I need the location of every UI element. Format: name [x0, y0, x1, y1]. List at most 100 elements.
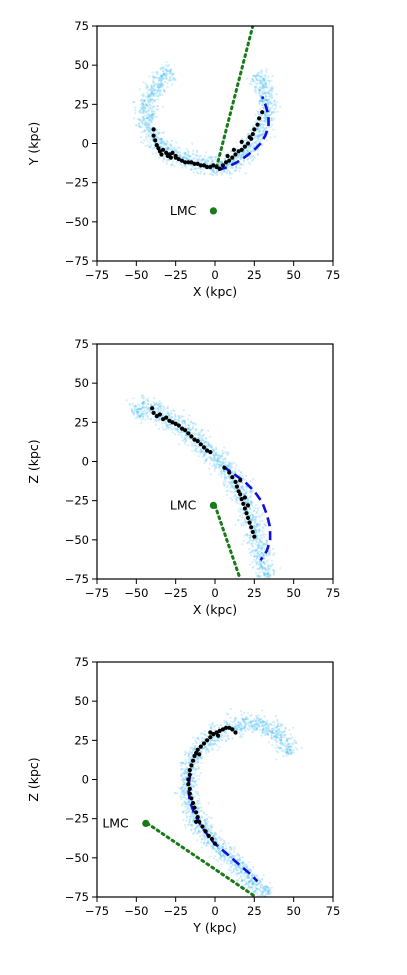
- stream-particle: [203, 819, 206, 822]
- member-star: [187, 772, 192, 777]
- stream-particle: [152, 93, 155, 97]
- stream-particle: [258, 725, 261, 729]
- stream-particle: [187, 153, 190, 156]
- stream-particle: [259, 123, 262, 126]
- stream-particle: [211, 744, 214, 747]
- stream-particle: [254, 519, 257, 523]
- stream-particle: [231, 166, 234, 169]
- stream-particle: [220, 723, 223, 726]
- stream-particle: [157, 402, 161, 405]
- y-tick-label: 50: [74, 694, 89, 708]
- stream-particle: [189, 441, 192, 444]
- stream-particle: [147, 144, 150, 147]
- stream-particle: [212, 450, 215, 453]
- stream-particle: [244, 492, 247, 495]
- stream-particle: [140, 136, 143, 139]
- stream-particle: [266, 722, 269, 725]
- stream-particle: [186, 801, 189, 804]
- stream-particle: [228, 463, 231, 466]
- stream-particle: [216, 841, 219, 845]
- stream-particle: [267, 103, 270, 106]
- stream-particle: [259, 883, 262, 886]
- stream-particle: [265, 82, 268, 85]
- stream-particle: [271, 87, 275, 90]
- y-axis-label: Z (kpc): [26, 757, 41, 801]
- stream-particle: [230, 848, 233, 851]
- stream-particle: [152, 74, 155, 77]
- stream-particle: [263, 715, 266, 718]
- stream-particle: [131, 410, 134, 413]
- stream-particle: [247, 132, 250, 135]
- stream-particle: [232, 495, 235, 498]
- stream-particle: [134, 417, 138, 420]
- stream-particle: [287, 745, 290, 749]
- stream-particle: [136, 410, 139, 414]
- stream-particle: [285, 750, 288, 754]
- stream-particle: [261, 130, 265, 133]
- stream-particle: [257, 568, 260, 571]
- stream-particle: [141, 402, 144, 405]
- stream-particle: [266, 573, 269, 576]
- stream-particle: [241, 543, 244, 546]
- stream-particle: [208, 435, 211, 438]
- stream-particle: [253, 527, 256, 530]
- stream-particle: [255, 557, 258, 560]
- stream-particle: [292, 741, 295, 744]
- stream-particle: [245, 722, 248, 725]
- stream-particle: [260, 72, 263, 75]
- stream-particle: [165, 64, 168, 67]
- stream-particle: [145, 86, 148, 90]
- stream-particle: [259, 100, 262, 103]
- stream-particle: [248, 886, 251, 889]
- stream-particle: [227, 842, 230, 845]
- stream-particle: [191, 749, 194, 752]
- stream-particle: [215, 447, 218, 450]
- stream-particle: [140, 414, 143, 417]
- stream-particle: [251, 155, 254, 158]
- stream-particle: [287, 748, 291, 751]
- stream-particle: [256, 136, 259, 139]
- stream-particle: [257, 725, 260, 728]
- stream-particle: [254, 726, 258, 729]
- member-star: [223, 725, 229, 730]
- stream-particle: [262, 885, 265, 888]
- stream-particle: [260, 138, 263, 141]
- stream-particle: [174, 415, 177, 418]
- stream-particle: [201, 158, 204, 161]
- stream-particle: [272, 572, 275, 575]
- stream-particle: [268, 90, 271, 93]
- stream-particle: [215, 465, 218, 469]
- stream-particle: [162, 89, 166, 92]
- stream-particle: [247, 875, 250, 878]
- stream-particle: [169, 69, 172, 72]
- stream-particle: [180, 790, 183, 793]
- stream-particle: [213, 467, 217, 470]
- stream-particle: [255, 719, 258, 722]
- stream-particle: [140, 407, 143, 410]
- stream-particle: [209, 156, 212, 159]
- stream-particle: [231, 854, 234, 857]
- stream-particle: [263, 579, 265, 581]
- stream-particle: [249, 720, 252, 723]
- stream-particle: [253, 509, 256, 513]
- stream-particle: [245, 881, 248, 884]
- stream-particle: [226, 735, 229, 738]
- stream-particle: [210, 834, 213, 838]
- stream-particle: [152, 80, 155, 83]
- member-star: [245, 515, 251, 521]
- stream-particle: [275, 740, 278, 744]
- stream-particle: [168, 79, 171, 82]
- stream-particle: [199, 431, 202, 434]
- stream-particle: [287, 745, 291, 749]
- stream-particle: [174, 425, 177, 428]
- stream-particle: [241, 143, 244, 146]
- stream-particle: [182, 783, 185, 786]
- stream-particle: [219, 160, 222, 163]
- stream-particle: [263, 77, 266, 80]
- stream-particle: [254, 135, 257, 138]
- stream-particle: [262, 553, 265, 556]
- stream-particle: [173, 409, 176, 413]
- stream-particle: [275, 758, 278, 761]
- stream-particle: [198, 797, 201, 800]
